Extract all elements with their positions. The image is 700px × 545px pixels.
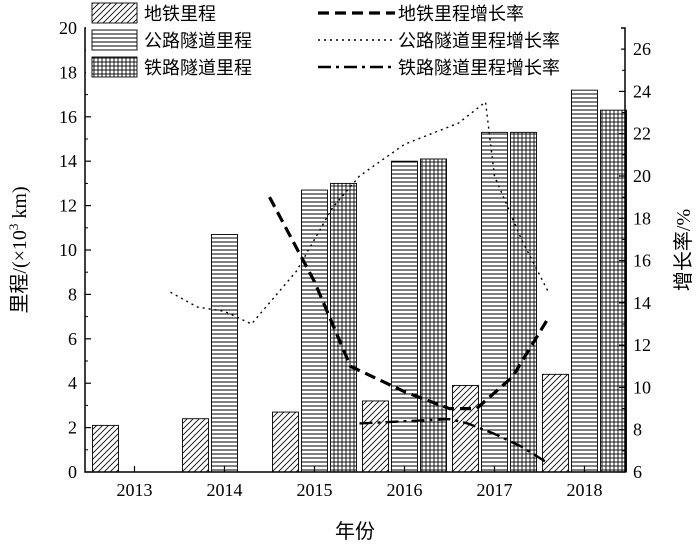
right-tick-label: 26 [633, 39, 651, 59]
x-tick-label: 2018 [567, 480, 603, 500]
bar-diagonal-2018 [542, 373, 569, 473]
legend-label: 地铁里程增长率 [398, 4, 524, 24]
left-tick-label: 6 [68, 329, 77, 349]
left-tick-label: 0 [68, 462, 77, 482]
legend-label: 公路隧道里程增长率 [398, 31, 560, 51]
left-tick-label: 18 [59, 62, 77, 82]
x-axis-title: 年份 [335, 520, 375, 543]
series-line-dash-thick [268, 196, 550, 411]
bar-grid-2016 [420, 158, 447, 473]
legend-label: 公路隧道里程 [144, 31, 252, 51]
left-tick-label: 4 [68, 373, 77, 393]
series-line-dashdot [359, 417, 550, 465]
bar-diagonal-2014 [182, 418, 209, 473]
bar-horizontal-2017 [481, 131, 508, 473]
legend-swatch-horizontal [91, 29, 138, 51]
bar-grid-2017 [510, 131, 537, 473]
left-tick-label: 8 [68, 284, 77, 304]
x-tick-label: 2017 [477, 480, 513, 500]
right-tick-label: 20 [633, 166, 651, 186]
bar-diagonal-2017 [452, 384, 479, 473]
right-tick-label: 18 [633, 208, 651, 228]
left-tick-label: 20 [59, 18, 77, 38]
bar-horizontal-2015 [301, 189, 328, 473]
left-tick-label: 2 [68, 418, 77, 438]
left-axis-title-suffix: km) [9, 186, 31, 223]
legend-swatch-grid [91, 56, 138, 78]
left-axis-title-sup: 3 [6, 224, 21, 231]
right-tick-label: 6 [633, 462, 642, 482]
bar-horizontal-2014 [211, 234, 238, 473]
right-tick-label: 16 [633, 251, 651, 271]
x-axis-ticks: 2013 2014 2015 2016 2017 2018 [117, 466, 603, 500]
legend-label: 铁路隧道里程增长率 [398, 58, 560, 78]
series-line-dot [170, 101, 550, 325]
right-tick-label: 10 [633, 377, 651, 397]
right-axis-title: 增长率/% [672, 209, 695, 291]
left-tick-label: 12 [59, 196, 77, 216]
right-tick-label: 22 [633, 124, 651, 144]
left-axis-ticks: 0 2 4 6 8 10 12 14 16 18 20 [59, 18, 91, 482]
x-tick-label: 2013 [117, 480, 153, 500]
right-tick-label: 14 [633, 293, 651, 313]
legend-label: 地铁里程 [144, 4, 216, 24]
right-tick-label: 12 [633, 335, 651, 355]
left-axis-title: 里程/(×103 km) [6, 186, 31, 313]
bar-diagonal-2013 [92, 424, 119, 473]
left-tick-label: 10 [59, 240, 77, 260]
bar-horizontal-2018 [571, 89, 598, 473]
right-tick-label: 8 [633, 420, 642, 440]
right-axis-ticks: 6 8 10 12 14 16 18 20 22 24 26 [619, 27, 651, 482]
left-tick-label: 16 [59, 107, 77, 127]
bar-diagonal-2016 [362, 400, 389, 473]
left-tick-label: 14 [59, 151, 77, 171]
bars-layer [92, 89, 627, 473]
legend-label: 铁路隧道里程 [144, 58, 252, 78]
x-tick-label: 2014 [207, 480, 243, 500]
x-tick-label: 2015 [297, 480, 333, 500]
legend-swatch-diagonal [91, 2, 138, 24]
bar-diagonal-2015 [272, 411, 299, 473]
left-axis-title-prefix: 里程/(×10 [8, 230, 31, 314]
bar-grid-2018 [600, 109, 627, 473]
x-tick-label: 2016 [387, 480, 423, 500]
bar-horizontal-2016 [391, 160, 418, 473]
right-tick-label: 24 [633, 81, 651, 101]
lines-layer [170, 101, 550, 465]
